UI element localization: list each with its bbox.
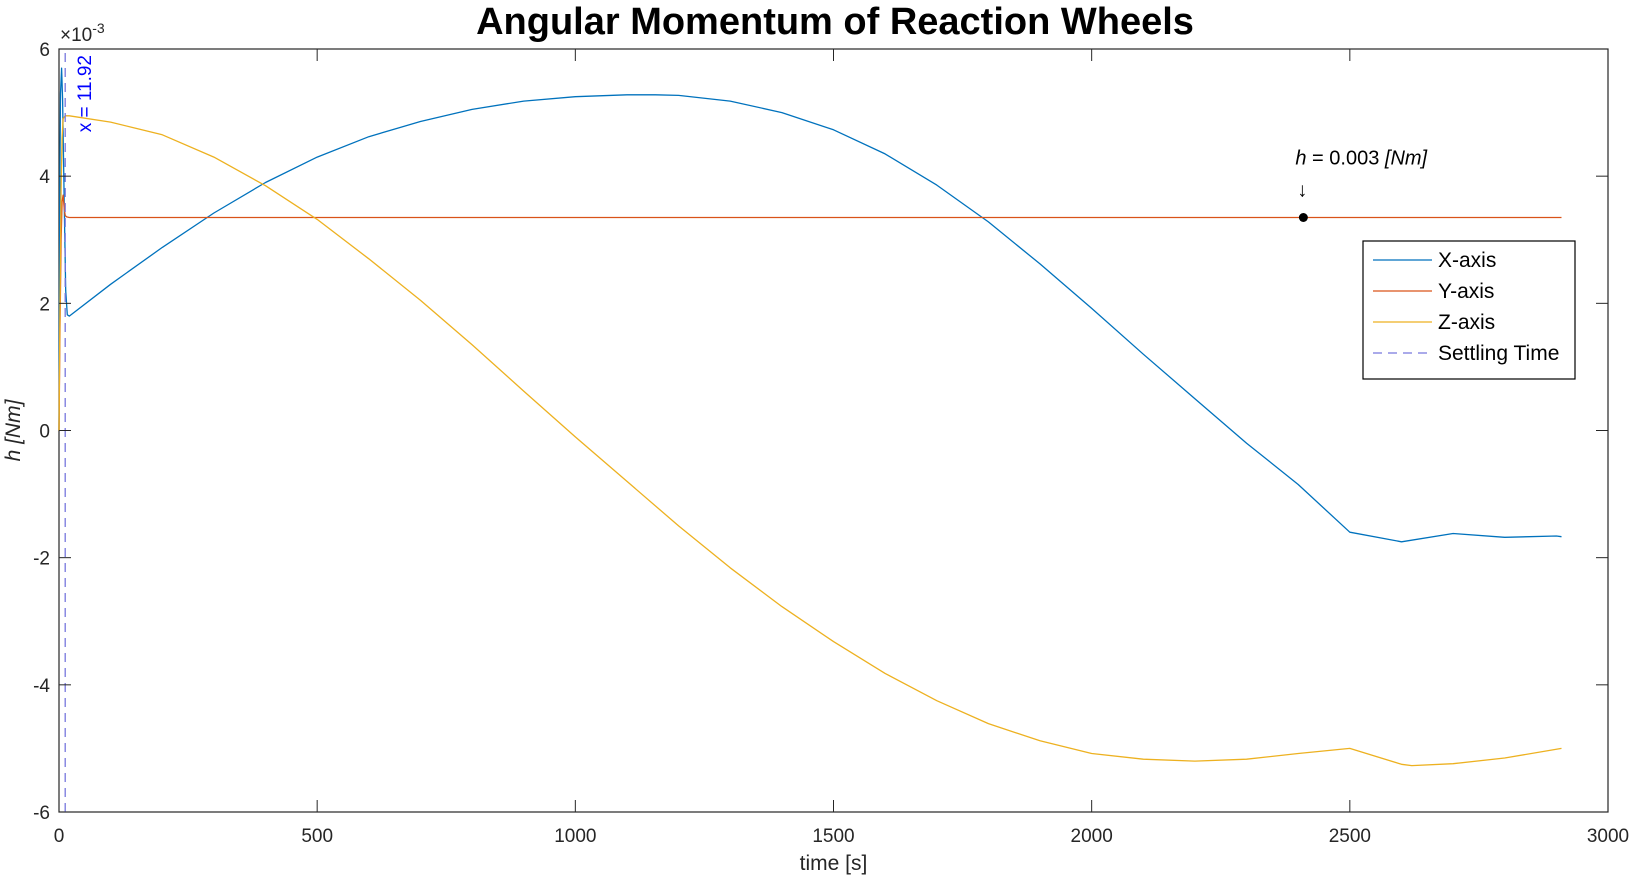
x-axis-label: time [s] [800,852,868,875]
x-tick-label: 1500 [812,826,854,847]
y-tick-label: 6 [39,40,50,61]
y-tick-label: -2 [33,549,50,570]
tick-layer: 0 500 1000 1500 2000 2500 3000 -6 -4 -2 0 2 4 6 [33,40,1629,847]
plot-area: 0 500 1000 1500 2000 2500 3000 -6 -4 -2 0 2 4 6 [33,40,1629,847]
y-tick-label: 2 [39,294,50,315]
legend-box [1362,240,1576,380]
legend: X-axis Y-axis Z-axis Settling Time [1362,240,1576,380]
x-tick-label: 500 [301,826,333,847]
x-tick-label: 3000 [1587,826,1629,847]
y-tick-label: 4 [39,167,50,188]
x-tick-label: 0 [54,826,65,847]
legend-label: X-axis [1438,249,1496,272]
chart-title: Angular Momentum of Reaction Wheels [476,1,1194,43]
legend-label: Z-axis [1438,311,1495,334]
y-tick-label: -6 [33,803,50,824]
settling-time-annotation: x = 11.92 [75,55,96,132]
y-tick-label: 0 [39,422,50,443]
legend-label: Y-axis [1438,280,1494,303]
y-axis-label: h [Nm] [2,398,25,461]
series-line-x-axis [58,67,1562,543]
series-layer [58,49,1562,812]
x-tick-label: 2000 [1071,826,1113,847]
y-tick-label: -4 [33,676,50,697]
x-tick-label: 2500 [1329,826,1371,847]
series-line-z-axis [58,115,1562,767]
point-annotation-text: h = 0.003 [Nm] [1295,147,1427,169]
arrow-down-icon: ↓ [1297,179,1307,201]
point-annotation: h = 0.003 [Nm] ↓ [1295,147,1428,222]
x-tick-label: 1000 [554,826,596,847]
annotation-point-marker [1298,212,1308,222]
series-line-y-axis [58,194,1562,431]
y-exponent-label: ×10-3 [60,20,105,46]
axes-box [58,48,1609,813]
legend-items: X-axis Y-axis Z-axis Settling Time [1373,249,1559,365]
legend-label: Settling Time [1438,342,1559,365]
